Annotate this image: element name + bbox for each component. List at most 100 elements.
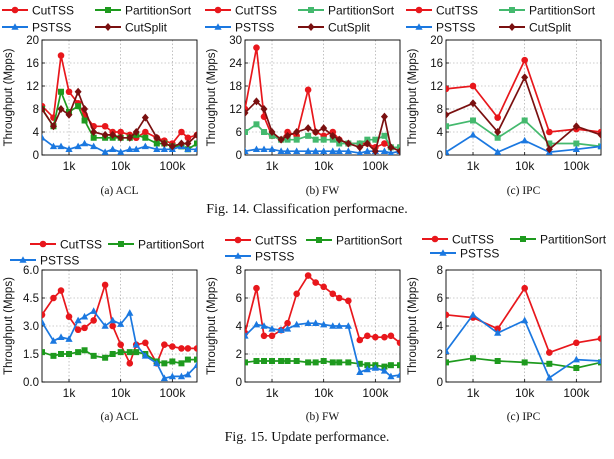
x-tick-label: 10k [111,386,131,400]
data-point-cuttss [329,290,337,298]
x-tick-label: 10k [515,386,535,400]
data-point-pstss [57,333,65,340]
chart-fig15c: 0 2 4 6 8 1k 10k 100k Throughput (Mpps) (c) IPC [407,265,602,423]
data-point-partitionsort [153,140,160,147]
data-point-pstss [363,147,371,154]
data-point-pstss [597,357,601,364]
panel-subcaption: (a) ACL [100,411,138,423]
legend-marker-cutsplit [104,23,112,31]
data-point-partitionsort [356,360,363,367]
data-point-partitionsort [372,136,379,143]
data-point-pstss [335,322,343,329]
legend-marker-cuttss [214,6,222,14]
data-point-pstss [371,364,379,371]
y-tick-label: 20 [26,35,39,47]
data-point-cuttss [372,333,379,341]
data-point-cutsplit [312,128,320,136]
data-point-partitionsort [253,121,260,128]
legend-marker-pstss [19,256,27,263]
legend-label-partitionsort: PartitionSort [529,4,596,18]
data-point-cuttss [109,322,116,330]
data-point-pstss [277,147,285,154]
chart-fig14c: 0 4 8 12 16 20 1k 10k 100k Throughput (Mpps) (c) I… [407,35,602,197]
data-point-pstss [74,142,82,150]
data-point-pstss [132,340,140,348]
data-point-cutsplit [74,87,82,96]
data-point-cuttss [90,317,97,324]
data-point-cutsplit [57,105,65,113]
data-point-cutsplit [42,105,46,113]
x-tick-label: 100k [362,386,389,400]
data-point-partitionsort [184,356,191,363]
data-point-cutsplit [245,108,249,117]
y-axis-label: Throughput (Mpps) [3,48,15,146]
data-point-pstss [260,322,268,329]
data-point-cutsplit [268,128,276,136]
data-point-cutsplit [101,130,109,139]
legend-fig14a: CutTSS PartitionSort PSTSS CutSplit [2,4,192,35]
data-point-pstss [396,371,400,378]
data-point-cuttss [57,287,65,294]
data-point-pstss [329,147,337,154]
legend-label-partitionsort: PartitionSort [138,238,205,252]
data-point-cuttss [101,281,109,289]
y-axis-label: Throughput (Mpps) [206,277,218,375]
data-point-cutsplit [446,110,450,119]
legend-marker-partitionsort [520,236,526,242]
data-point-pstss [153,145,161,153]
legend-label-cutsplit: CutSplit [529,21,572,35]
y-tick-label: 0 [437,150,443,162]
data-point-pstss [380,147,389,154]
legend-marker-cuttss [234,236,242,244]
data-point-pstss [344,147,352,154]
legend-marker-partitionsort [105,7,111,13]
data-point-cutsplit [168,142,176,151]
data-point-cutsplit [293,128,301,136]
data-point-pstss [184,145,192,153]
data-point-cutsplit [141,113,149,122]
data-point-cuttss [312,279,319,286]
series-line-cutsplit [446,75,601,151]
legend-marker-pstss [11,23,19,30]
data-point-pstss [521,316,529,324]
data-point-partitionsort [364,362,371,369]
data-point-partitionsort [90,134,97,141]
data-point-pstss [65,145,73,153]
data-point-pstss [117,320,125,327]
data-point-pstss [101,322,109,329]
data-point-cuttss [335,294,343,302]
data-point-pstss [160,145,168,153]
y-tick-label: 4.5 [23,293,39,305]
data-point-pstss [109,145,117,153]
data-point-cuttss [387,332,395,340]
legend-label-partitionsort: PartitionSort [328,4,395,18]
x-tick-label: 10k [515,159,535,173]
data-point-partitionsort [312,359,319,366]
y-tick-label: 4 [33,127,40,139]
y-axis-label: Throughput (Mpps) [206,48,218,146]
data-point-cutsplit [387,143,395,152]
data-point-partitionsort [573,365,580,371]
legend-label-partitionsort: PartitionSort [540,233,607,247]
data-point-cuttss [65,313,73,320]
legend-label-cutsplit: CutSplit [125,21,168,35]
legend-label-partitionsort: PartitionSort [336,234,403,248]
data-point-partitionsort [521,359,528,366]
legend-fig14b: CutTSS PartitionSort PSTSS CutSplit [205,4,395,35]
data-point-pstss [446,148,450,155]
y-tick-label: 6 [437,293,443,305]
data-point-partitionsort [470,355,477,362]
data-point-partitionsort [133,349,140,356]
data-point-partitionsort [58,88,65,95]
y-tick-label: 16 [26,58,39,70]
x-tick-label: 1k [467,386,481,400]
data-point-cutsplit [49,122,57,131]
y-tick-label: 2 [236,349,242,361]
y-tick-label: 0 [236,150,242,162]
data-point-pstss [387,149,395,155]
plot-area [446,56,601,155]
data-point-cutsplit [356,143,364,152]
data-point-cuttss [101,122,109,130]
chart-fig15a: 0.0 1.5 3.0 4.5 6.0 1k 10k 100k Throughput (Mpps… [3,265,198,423]
